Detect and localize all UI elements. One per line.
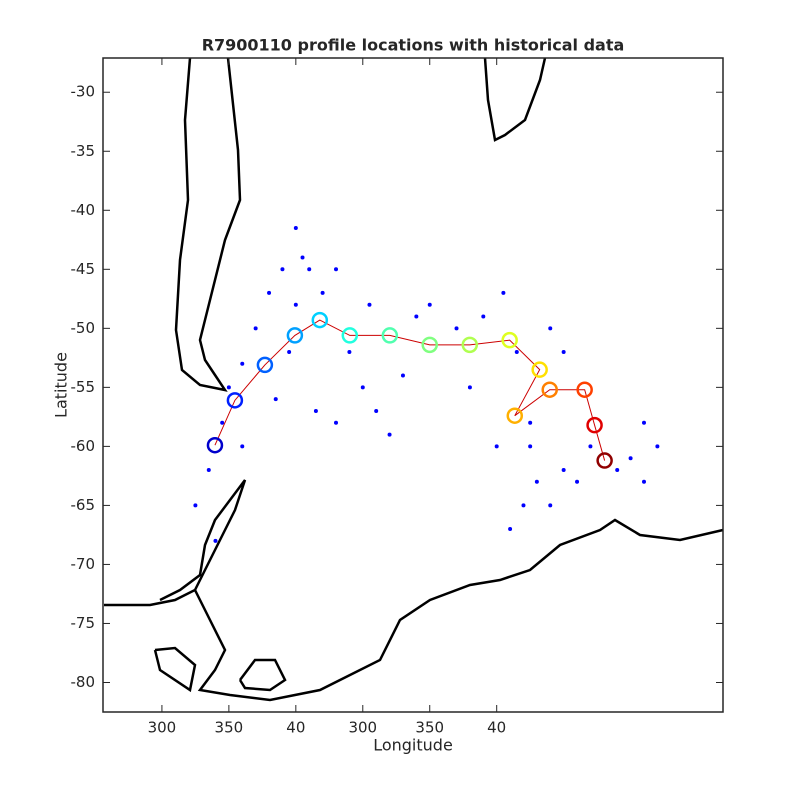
- historical-point: [641, 420, 646, 425]
- historical-point: [206, 467, 211, 472]
- historical-point: [220, 420, 225, 425]
- y-tick-label: -65: [71, 496, 96, 514]
- historical-point: [273, 397, 278, 402]
- chart-title: R7900110 profile locations with historic…: [202, 36, 625, 55]
- y-tick-label: -80: [71, 673, 96, 691]
- y-tick-label: -35: [71, 142, 96, 160]
- profile-point: [531, 361, 548, 378]
- historical-point: [615, 467, 620, 472]
- historical-point: [655, 444, 660, 449]
- profile-point: [576, 381, 593, 398]
- historical-point: [628, 456, 633, 461]
- historical-point: [226, 385, 231, 390]
- historical-point: [293, 302, 298, 307]
- profile-point: [286, 327, 304, 344]
- x-tick-label: 300: [348, 719, 377, 737]
- y-tick-label: -45: [71, 260, 96, 278]
- coast-berkner: [238, 658, 287, 692]
- historical-point: [508, 527, 513, 532]
- profile-point: [311, 311, 329, 329]
- profile-point: [501, 331, 518, 349]
- historical-point: [588, 444, 593, 449]
- profile-point: [541, 381, 558, 398]
- coastlines: [104, 57, 724, 702]
- profile-point: [461, 336, 479, 354]
- historical-point: [427, 302, 432, 307]
- historical-point: [641, 479, 646, 484]
- historical-point: [240, 361, 245, 366]
- x-tick-label: 300: [148, 719, 177, 737]
- historical-point: [313, 408, 318, 413]
- historical-point: [267, 290, 272, 295]
- profile-point: [256, 356, 274, 374]
- historical-point: [213, 538, 218, 543]
- historical-point: [575, 479, 580, 484]
- y-tick-label: -40: [71, 201, 96, 219]
- historical-point: [548, 326, 553, 331]
- historical-point: [287, 349, 292, 354]
- historical-point: [501, 290, 506, 295]
- historical-point: [347, 349, 352, 354]
- historical-point: [293, 225, 298, 230]
- profile-point: [421, 336, 438, 354]
- y-tick-label: -55: [71, 378, 96, 396]
- x-tick-label: 350: [215, 719, 244, 737]
- historical-point: [534, 479, 539, 484]
- historical-point: [280, 267, 285, 272]
- historical-point: [300, 255, 305, 260]
- x-tick-label: 40: [286, 719, 305, 737]
- historical-point: [387, 432, 392, 437]
- y-axis-label: Latitude: [52, 352, 71, 418]
- x-axis-label: Longitude: [373, 736, 453, 755]
- y-tick-label: -70: [71, 555, 96, 573]
- y-tick-label: -30: [71, 83, 96, 101]
- historical-point: [367, 302, 372, 307]
- profile-point: [586, 416, 603, 434]
- y-tick-label: -75: [71, 614, 96, 632]
- coast-antarctic-peninsula: [104, 479, 247, 607]
- historical-point: [193, 503, 198, 508]
- x-tick-label: 350: [415, 719, 444, 737]
- historical-point: [414, 314, 419, 319]
- historical-point: [528, 444, 533, 449]
- historical-point: [360, 385, 365, 390]
- profile-point: [596, 452, 613, 469]
- historical-point: [334, 420, 339, 425]
- profile-point: [506, 407, 524, 424]
- historical-point: [253, 326, 258, 331]
- coast-south-america: [174, 57, 242, 392]
- historical-point: [240, 444, 245, 449]
- historical-point: [561, 349, 566, 354]
- historical-point: [548, 503, 553, 508]
- historical-point: [320, 290, 325, 295]
- coast-island: [153, 646, 197, 693]
- historical-point: [561, 467, 566, 472]
- historical-point: [334, 267, 339, 272]
- x-tick-label: 40: [487, 719, 506, 737]
- profile-track: [214, 319, 606, 461]
- profile-point: [206, 436, 224, 454]
- historical-point: [528, 420, 533, 425]
- y-tick-label: -50: [71, 319, 96, 337]
- historical-point: [400, 373, 405, 378]
- profile-point: [381, 327, 399, 344]
- historical-point: [454, 326, 459, 331]
- historical-point: [514, 349, 519, 354]
- y-tick-label: -60: [71, 437, 96, 455]
- coast-africa: [483, 57, 547, 142]
- historical-point: [481, 314, 486, 319]
- historical-point: [467, 385, 472, 390]
- historical-point: [494, 444, 499, 449]
- profile-point: [226, 392, 244, 409]
- coast-antarctica: [193, 518, 724, 702]
- historical-point: [374, 408, 379, 413]
- historical-point: [307, 267, 312, 272]
- profile-point: [341, 327, 359, 344]
- axes-frame: [102, 57, 724, 713]
- historical-point: [521, 503, 526, 508]
